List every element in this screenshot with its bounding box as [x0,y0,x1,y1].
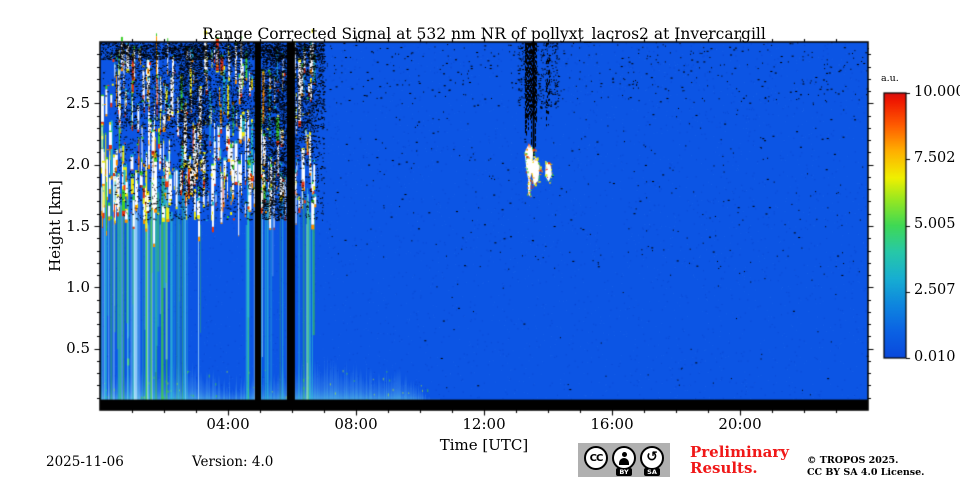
sa-label: SA [644,468,660,476]
sa-arrow-icon: ↺ [640,446,664,470]
x-tick-label: 12:00 [462,415,506,433]
copyright-line2: CC BY SA 4.0 License. [807,466,925,478]
preliminary-results-note: Preliminary Results. [690,444,789,476]
chart-title: Range Corrected Signal at 532 nm NR of p… [202,25,766,43]
preliminary-line2: Results. [690,459,758,477]
version-label: Version: 4.0 [192,454,274,470]
copyright-line1: © TROPOS 2025. [807,455,899,466]
date-label: 2025-11-06 [46,454,124,470]
x-tick-label: 04:00 [206,415,250,433]
colorbar-unit-label: a.u. [881,73,899,84]
by-person-icon [612,446,636,470]
colorbar-tick-label: 7.502 [914,149,956,166]
cc-license-badge: CC BY ↺ SA [578,443,670,477]
y-tick-label: 1.5 [66,216,90,235]
y-tick-label: 1.0 [66,277,90,296]
cc-icon-text: CC [589,452,604,464]
x-tick-label: 20:00 [718,415,762,433]
y-tick-label: 0.5 [66,339,90,358]
colorbar-tick-label: 2.507 [914,282,956,299]
y-tick-label: 2.0 [66,155,90,174]
y-tick-label: 2.5 [66,93,90,112]
colorbar-tick-label: 0.010 [914,348,956,365]
cc-icon: CC [584,446,608,470]
colorbar-tick-label: 5.005 [914,216,956,232]
copyright-note: © TROPOS 2025. CC BY SA 4.0 License. [807,455,924,478]
x-axis-label: Time [UTC] [439,436,529,454]
by-label: BY [616,468,632,476]
x-tick-label: 16:00 [590,415,634,433]
colorbar-tick-label: 10.000 [914,83,960,100]
preliminary-line1: Preliminary [690,443,789,461]
x-tick-label: 08:00 [334,415,378,433]
